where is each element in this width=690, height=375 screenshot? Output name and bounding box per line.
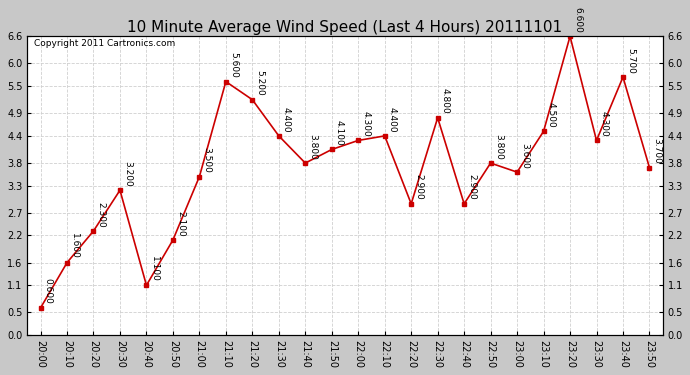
Text: 4.300: 4.300 xyxy=(600,111,609,137)
Text: 0.600: 0.600 xyxy=(43,278,52,304)
Text: 5.200: 5.200 xyxy=(255,70,264,96)
Text: 5.600: 5.600 xyxy=(229,52,238,78)
Text: 4.400: 4.400 xyxy=(282,106,291,132)
Text: 2.900: 2.900 xyxy=(467,174,476,200)
Text: Copyright 2011 Cartronics.com: Copyright 2011 Cartronics.com xyxy=(34,39,175,48)
Text: 3.700: 3.700 xyxy=(653,138,662,164)
Text: 2.300: 2.300 xyxy=(97,202,106,227)
Title: 10 Minute Average Wind Speed (Last 4 Hours) 20111101: 10 Minute Average Wind Speed (Last 4 Hou… xyxy=(128,20,562,35)
Text: 4.100: 4.100 xyxy=(335,120,344,146)
Text: 3.500: 3.500 xyxy=(203,147,212,173)
Text: 4.300: 4.300 xyxy=(362,111,371,137)
Text: 1.100: 1.100 xyxy=(150,256,159,282)
Text: 1.600: 1.600 xyxy=(70,233,79,259)
Text: 5.700: 5.700 xyxy=(626,48,635,74)
Text: 3.600: 3.600 xyxy=(520,142,529,168)
Text: 3.200: 3.200 xyxy=(123,161,132,187)
Text: 3.800: 3.800 xyxy=(308,134,317,159)
Text: 4.400: 4.400 xyxy=(388,106,397,132)
Text: 4.800: 4.800 xyxy=(441,88,450,114)
Text: 4.500: 4.500 xyxy=(546,102,555,128)
Text: 2.100: 2.100 xyxy=(176,211,185,236)
Text: 3.800: 3.800 xyxy=(494,134,503,159)
Text: 2.900: 2.900 xyxy=(415,174,424,200)
Text: 6.600: 6.600 xyxy=(573,7,582,33)
